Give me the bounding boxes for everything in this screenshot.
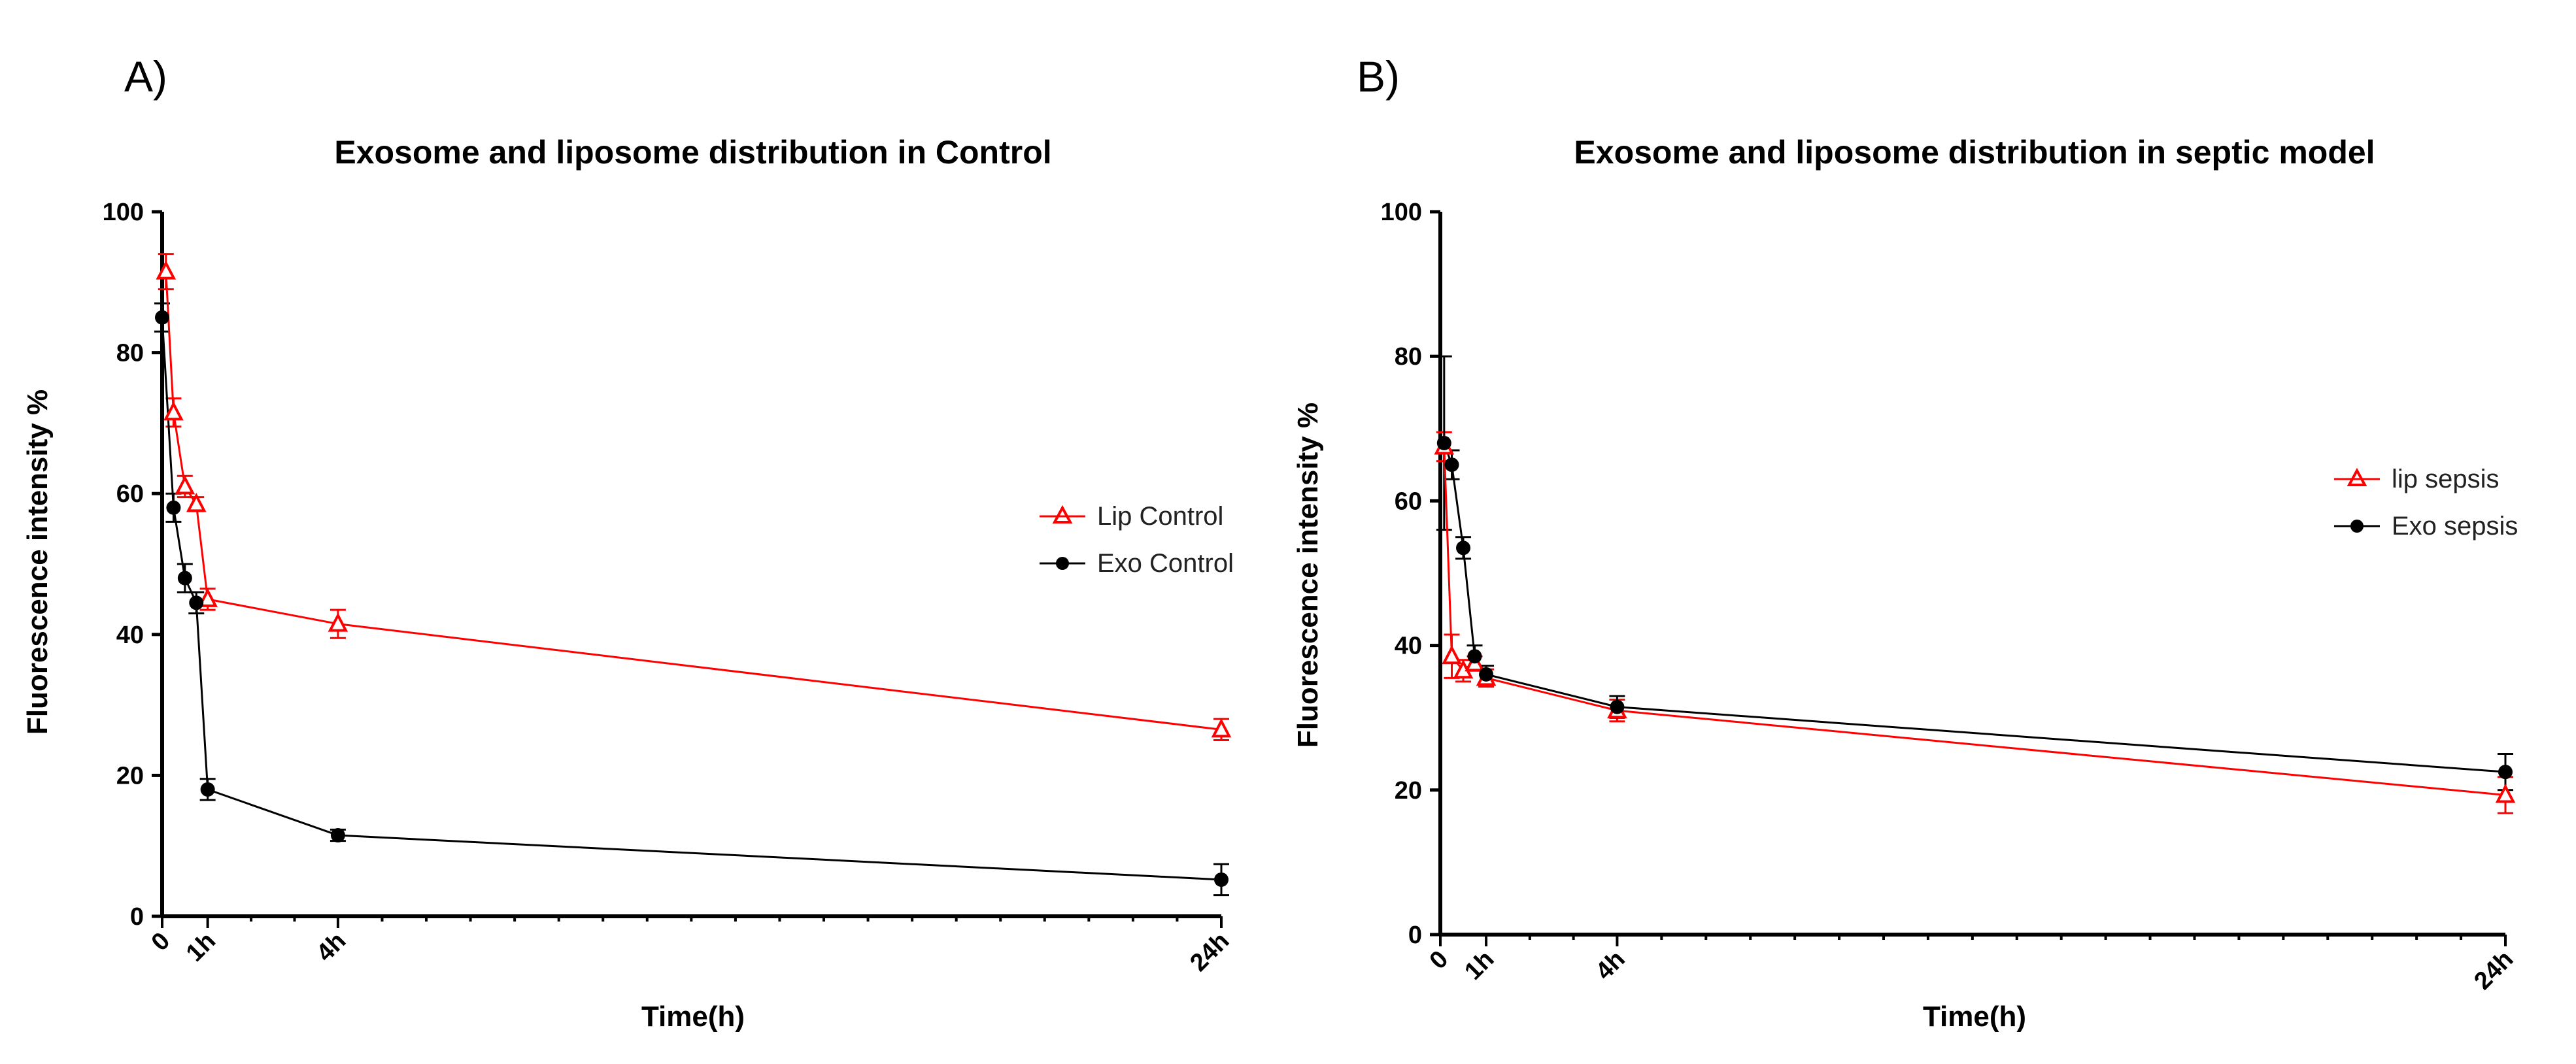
panel-a: A) Exosome and liposome distribution in … [22,52,1234,1033]
y-tick-label: 100 [103,199,144,226]
lip-sepsis-point [2495,784,2516,803]
y-tick-label: 100 [1381,199,1422,226]
x-tick-label: 4h [311,927,351,967]
panel-b: B) Exosome and liposome distribution in … [1292,52,2518,1033]
y-tick-label: 60 [1395,488,1422,515]
x-tick-label: 1h [1459,946,1499,986]
panel-a-x-axis-label: Time(h) [641,1001,745,1033]
exo-sepsis-point [2498,765,2513,780]
x-tick-label: 0 [146,927,176,957]
y-tick-label: 40 [116,622,144,649]
panel-a-title: Exosome and liposome distribution in Con… [334,134,1051,171]
exo-control-point [330,828,345,843]
panel-a-lines [161,271,1222,881]
lip-control-point [1211,718,1232,738]
exo-sepsis-series-line [1443,442,2506,773]
exo-control-point [189,595,204,610]
exo-sepsis-point [1467,649,1482,664]
lip-control-point [186,493,207,512]
x-tick-label: 24h [2469,946,2518,995]
y-tick-label: 0 [130,903,144,931]
panel-b-x-axis-label: Time(h) [1923,1001,2026,1033]
panel-b-legend: lip sepsis Exo sepsis [2334,465,2518,540]
lip-control-point [175,475,195,495]
legend-lip-sepsis-label: lip sepsis [2392,465,2500,493]
panel-b-title: Exosome and liposome distribution in sep… [1574,134,2375,171]
panel-b-y-axis-label: Fluorescence intensity % [1292,403,1324,748]
exo-control-series-line [161,317,1222,881]
lip-sepsis-series-line [1443,446,2506,797]
legend-exo-control-dot-icon [1056,557,1069,570]
y-tick-label: 80 [1395,343,1422,371]
exo-control-point [155,310,169,325]
x-tick-label: 4h [1591,946,1631,986]
exo-control-point [177,571,192,586]
legend-exo-sepsis-dot-icon [2350,520,2364,533]
exo-control-point [200,782,215,797]
panel-a-markers [155,260,1232,887]
y-tick-label: 80 [116,340,144,367]
panel-b-letter: B) [1357,52,1400,101]
lip-control-series-line [165,271,1222,731]
y-tick-label: 60 [116,480,144,508]
lip-control-point [197,588,218,607]
legend-exo-control-label: Exo Control [1097,549,1234,578]
x-tick-label: 1h [181,927,221,967]
lip-control-point [328,612,348,632]
panel-a-y-axis-label: Fluorescence intensity % [22,390,54,735]
exo-sepsis-point [1610,699,1625,714]
y-tick-label: 20 [116,762,144,790]
y-tick-label: 40 [1395,633,1422,660]
panel-a-letter: A) [124,52,167,101]
exo-control-point [166,500,181,515]
exo-control-point [1214,872,1229,887]
exo-sepsis-point [1444,457,1459,473]
exo-sepsis-point [1456,540,1471,556]
lip-control-point [156,260,177,280]
exo-sepsis-point [1436,435,1451,450]
legend-lip-sepsis-triangle-icon [2347,467,2367,486]
panel-b-markers [1434,435,2516,803]
y-tick-label: 0 [1408,922,1422,949]
panel-a-legend: Lip Control Exo Control [1040,502,1234,578]
panel-a-error-bars [154,253,1229,897]
legend-exo-sepsis-label: Exo sepsis [2392,512,2518,540]
y-tick-label: 20 [1395,777,1422,805]
x-tick-label: 24h [1185,927,1234,977]
exo-sepsis-point [1479,667,1494,682]
panel-b-lines [1443,442,2506,797]
x-tick-label: 0 [1425,946,1454,975]
lip-sepsis-point [1442,644,1462,665]
lip-control-point [163,401,184,421]
legend-lip-control-triangle-icon [1052,505,1073,524]
legend-lip-control-label: Lip Control [1097,502,1223,531]
